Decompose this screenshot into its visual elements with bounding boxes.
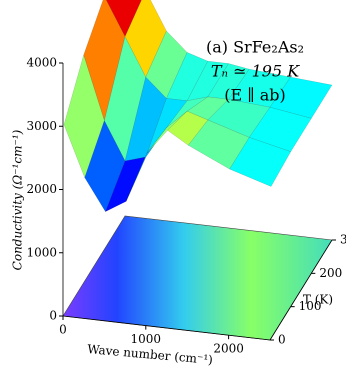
z-tick-label: 3000 (26, 119, 57, 133)
floor (62, 215, 333, 341)
plot: 0 1000 2000 3000 4000 0 1000 2000 0 100 200 300 (26, 0, 346, 356)
y-tick-label: 300 (340, 233, 346, 247)
z-tick-label: 1000 (26, 245, 57, 259)
annotation: Tₙ ≃ 195 K (211, 62, 300, 81)
axis-line (269, 239, 333, 341)
annotation: (E ∥ ab) (224, 86, 286, 105)
surface-patch (229, 137, 291, 187)
y-tick-label: 0 (278, 333, 286, 347)
y-axis-label: T (K) (303, 293, 333, 307)
z-tick-label: 0 (49, 309, 57, 323)
y-tick-label: 100 (299, 299, 322, 313)
axis-line (62, 315, 271, 341)
x-tick-label: 0 (59, 323, 67, 337)
annotation: (a) SrFe₂As₂ (206, 38, 304, 57)
y-tick-label: 200 (319, 266, 342, 280)
x-tick-label: 2000 (213, 342, 244, 356)
z-axis-label: Conductivity (Ω⁻¹cm⁻¹) (11, 129, 25, 270)
z-tick-label: 4000 (26, 56, 57, 70)
z-tick-label: 2000 (26, 182, 57, 196)
x-tick-label: 1000 (131, 332, 162, 346)
surface-patch (248, 107, 312, 152)
